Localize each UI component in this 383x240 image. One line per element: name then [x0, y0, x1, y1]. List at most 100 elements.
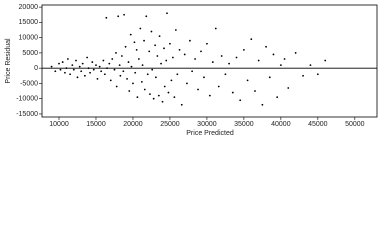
point: [174, 29, 177, 31]
point: [134, 71, 137, 74]
point: [157, 94, 160, 97]
point: [50, 65, 53, 68]
point: [124, 45, 127, 48]
point: [154, 44, 157, 47]
point: [102, 59, 105, 62]
point: [231, 91, 234, 94]
point: [165, 59, 168, 62]
point: [228, 62, 230, 65]
point: [246, 79, 249, 82]
point: [148, 50, 151, 53]
point: [92, 68, 95, 71]
point: [254, 90, 256, 92]
point: [81, 62, 84, 65]
point: [118, 64, 121, 67]
point: [141, 64, 144, 67]
point: [126, 77, 128, 80]
point: [203, 76, 205, 79]
point: [59, 68, 62, 71]
point: [66, 58, 69, 60]
point: [130, 65, 133, 68]
point: [167, 91, 170, 94]
point: [183, 53, 186, 56]
point: [54, 70, 57, 73]
point: [119, 74, 122, 77]
background: [0, 0, 383, 140]
point: [265, 45, 267, 48]
y-tick-label: 0: [34, 65, 38, 72]
x-tick-label: 50000: [345, 121, 365, 128]
point: [287, 87, 290, 89]
point: [100, 70, 103, 73]
point: [87, 67, 90, 70]
y-tick-label: 5000: [22, 50, 38, 57]
y-tick-label: -5000: [20, 80, 38, 87]
point: [242, 48, 245, 51]
point: [129, 33, 132, 36]
point: [235, 56, 238, 59]
x-tick-label: 10000: [49, 121, 69, 128]
point: [239, 99, 242, 102]
point: [220, 55, 223, 57]
point: [105, 16, 108, 19]
point: [156, 55, 159, 57]
x-tick-label: 25000: [160, 121, 180, 128]
point: [98, 65, 101, 68]
point: [108, 62, 111, 65]
point: [103, 73, 106, 76]
point: [83, 74, 86, 77]
point: [135, 48, 138, 51]
point: [169, 42, 171, 45]
point: [276, 96, 279, 99]
point: [324, 59, 327, 62]
point: [109, 79, 112, 82]
point: [149, 93, 151, 96]
point: [76, 76, 79, 79]
point: [163, 85, 166, 88]
point: [170, 79, 173, 82]
point: [150, 30, 153, 33]
point: [171, 56, 174, 59]
point: [113, 68, 116, 71]
point: [75, 59, 77, 62]
point: [151, 68, 154, 71]
point: [146, 73, 149, 76]
point: [64, 71, 66, 74]
point: [166, 12, 168, 15]
plot-frame: [41, 4, 378, 118]
point: [197, 88, 199, 91]
point: [163, 47, 165, 50]
point: [250, 38, 253, 41]
point: [160, 62, 162, 65]
point: [143, 39, 145, 42]
point: [200, 50, 202, 53]
y-tick-label: -10000: [16, 96, 38, 103]
point: [127, 61, 130, 63]
point: [152, 97, 155, 100]
point: [194, 58, 196, 60]
point: [283, 58, 286, 60]
point: [191, 70, 194, 73]
point: [123, 13, 125, 16]
point: [96, 77, 99, 80]
x-axis-label: Price Predicted: [186, 130, 234, 137]
x-tick-label: 40000: [271, 121, 291, 128]
point: [217, 85, 220, 88]
point: [139, 27, 142, 30]
point: [111, 58, 114, 60]
point: [214, 27, 217, 30]
point: [78, 65, 81, 68]
point: [224, 73, 227, 76]
point: [309, 64, 312, 67]
y-tick-label: -15000: [16, 111, 38, 118]
point: [80, 70, 83, 73]
point: [302, 74, 304, 77]
point: [137, 58, 140, 60]
point: [145, 15, 148, 18]
point: [69, 73, 72, 76]
point: [132, 82, 134, 85]
point: [180, 103, 183, 106]
y-tick-label: 10000: [19, 34, 39, 41]
point: [206, 42, 208, 45]
point: [208, 94, 211, 97]
